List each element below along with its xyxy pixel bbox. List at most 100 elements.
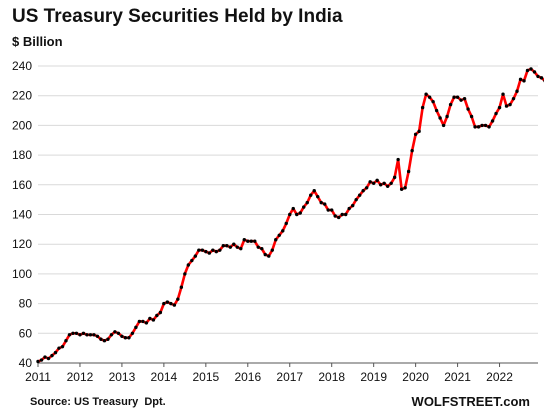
data-point (431, 99, 435, 104)
data-point (190, 258, 194, 263)
data-point (399, 187, 404, 191)
data-point (141, 319, 145, 324)
data-point (518, 77, 523, 82)
data-point (392, 175, 397, 180)
data-point (445, 114, 449, 119)
data-point (364, 186, 369, 190)
data-point (148, 316, 152, 321)
axes (37, 362, 538, 367)
data-point (382, 181, 386, 186)
data-point (50, 353, 54, 358)
data-point (218, 248, 222, 252)
data-point (60, 344, 65, 349)
data-point (438, 116, 442, 120)
data-point (473, 125, 477, 129)
data-point (284, 221, 288, 226)
data-point (288, 212, 292, 217)
series-line (36, 67, 544, 363)
data-point (197, 248, 201, 252)
data-point (424, 92, 428, 96)
data-point (298, 211, 302, 215)
brand-label: WOLFSTREET.com (411, 394, 530, 409)
data-point (515, 89, 519, 93)
data-point (483, 123, 488, 128)
data-point (39, 358, 44, 362)
data-point (88, 333, 93, 337)
data-point (204, 249, 208, 254)
data-point (539, 76, 544, 80)
x-tick-label: 2019 (360, 370, 387, 384)
data-point (532, 70, 537, 74)
data-point (200, 248, 205, 252)
data-point (302, 205, 306, 209)
data-point (434, 108, 439, 113)
data-point (155, 313, 159, 318)
data-point (403, 186, 407, 190)
data-point (81, 331, 86, 335)
data-point (281, 229, 285, 233)
x-tick-label: 2013 (109, 370, 136, 384)
data-point (95, 334, 100, 338)
data-point (109, 333, 114, 337)
source-note: Source: US Treasury Dpt. (30, 396, 166, 408)
data-point (123, 336, 128, 340)
data-point (305, 200, 309, 205)
data-point (323, 202, 327, 206)
y-tick-label: 200 (12, 118, 32, 132)
data-point (333, 214, 337, 218)
data-point (260, 246, 264, 251)
data-point (71, 331, 75, 335)
y-unit-label: $ Billion (12, 34, 63, 49)
data-point (186, 263, 191, 267)
x-tick-label: 2020 (402, 370, 429, 384)
data-point (270, 248, 274, 252)
x-tick-label: 2018 (318, 370, 345, 384)
data-point (466, 107, 470, 111)
data-point (406, 169, 411, 174)
data-point (74, 331, 79, 335)
data-point (494, 111, 498, 116)
data-point (368, 180, 372, 184)
data-point (417, 129, 421, 134)
series-markers (36, 67, 544, 364)
data-point (455, 95, 460, 99)
data-point (43, 355, 47, 359)
data-point (375, 178, 379, 183)
data-point (67, 333, 72, 337)
y-tick-label: 240 (12, 59, 32, 73)
y-tick-label: 40 (19, 356, 33, 370)
data-point (522, 79, 526, 83)
data-point (350, 203, 355, 208)
data-point (448, 102, 453, 107)
data-point (274, 238, 278, 242)
data-point (330, 208, 334, 212)
data-point (113, 330, 117, 334)
grid-lines (38, 65, 538, 364)
x-tick-label: 2017 (276, 370, 303, 384)
tick-labels: 40 60 80 100 120 140 160 180 200 220 240 2011 2012 20… (12, 59, 513, 384)
y-tick-label: 140 (12, 208, 32, 222)
data-point (343, 212, 348, 217)
data-point (137, 319, 142, 324)
data-point (263, 252, 267, 257)
data-point (144, 321, 149, 325)
data-point (316, 194, 320, 199)
x-tick-label: 2014 (151, 370, 178, 384)
x-tick-label: 2021 (444, 370, 471, 384)
y-tick-label: 60 (19, 326, 33, 340)
data-point (476, 125, 481, 129)
y-tick-label: 120 (12, 237, 32, 251)
data-point (511, 96, 516, 101)
data-point (246, 239, 250, 243)
data-point (459, 98, 463, 102)
data-point (480, 123, 484, 128)
data-point (396, 157, 400, 162)
data-point (319, 200, 323, 205)
data-point (169, 301, 173, 306)
data-point (78, 333, 82, 337)
y-tick-label: 220 (12, 89, 32, 103)
data-point (127, 336, 131, 340)
data-point (490, 119, 495, 123)
data-point (106, 337, 110, 341)
